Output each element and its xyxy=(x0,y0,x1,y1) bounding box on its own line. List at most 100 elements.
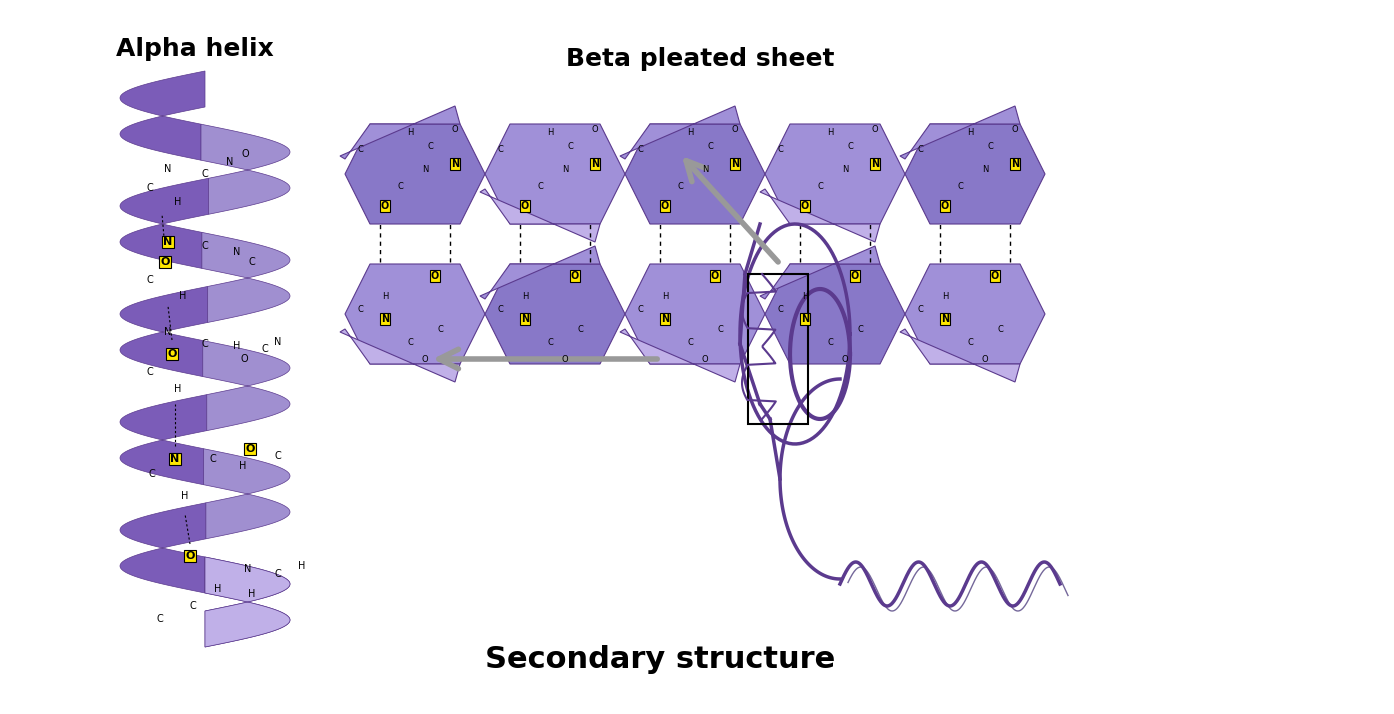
Polygon shape xyxy=(905,124,1046,224)
Text: O: O xyxy=(850,271,859,281)
Text: H: H xyxy=(181,491,188,501)
Text: C: C xyxy=(857,324,863,333)
Text: C: C xyxy=(407,338,413,346)
Text: C: C xyxy=(149,469,155,479)
Text: C: C xyxy=(202,339,208,349)
Polygon shape xyxy=(120,395,206,485)
Text: H: H xyxy=(802,291,809,301)
Text: N: N xyxy=(164,327,171,337)
Text: O: O xyxy=(1012,124,1018,134)
Text: C: C xyxy=(156,614,163,624)
Text: C: C xyxy=(776,304,783,313)
Text: H: H xyxy=(174,197,181,207)
Text: C: C xyxy=(275,451,282,461)
Text: C: C xyxy=(275,569,282,579)
Polygon shape xyxy=(905,264,1046,364)
Text: O: O xyxy=(732,124,739,134)
Text: N: N xyxy=(941,314,949,324)
Text: N: N xyxy=(521,314,530,324)
Text: N: N xyxy=(871,159,880,169)
Polygon shape xyxy=(760,246,880,299)
Polygon shape xyxy=(205,557,290,647)
Polygon shape xyxy=(340,329,460,382)
Text: O: O xyxy=(167,349,177,359)
Text: N: N xyxy=(701,164,708,174)
Text: C: C xyxy=(637,144,643,154)
Text: N: N xyxy=(233,247,241,257)
Text: N: N xyxy=(591,159,599,169)
Text: C: C xyxy=(357,144,362,154)
Polygon shape xyxy=(485,264,625,364)
Text: H: H xyxy=(298,561,305,571)
Text: O: O xyxy=(381,201,389,211)
Text: N: N xyxy=(802,314,809,324)
Text: C: C xyxy=(827,338,834,346)
Polygon shape xyxy=(205,557,290,647)
Polygon shape xyxy=(120,503,206,593)
Text: H: H xyxy=(382,291,388,301)
FancyArrowPatch shape xyxy=(686,161,778,262)
Polygon shape xyxy=(340,106,460,159)
Text: N: N xyxy=(381,314,389,324)
Polygon shape xyxy=(201,124,290,214)
Text: O: O xyxy=(591,124,598,134)
Text: C: C xyxy=(262,344,269,354)
Polygon shape xyxy=(344,124,485,224)
Text: C: C xyxy=(776,144,783,154)
Text: N: N xyxy=(562,164,569,174)
Text: O: O xyxy=(245,444,255,454)
Text: N: N xyxy=(163,237,173,247)
Text: N: N xyxy=(661,314,669,324)
Text: C: C xyxy=(146,183,153,193)
Text: H: H xyxy=(215,584,222,594)
Text: H: H xyxy=(967,128,973,136)
Text: O: O xyxy=(842,354,849,363)
Text: N: N xyxy=(730,159,739,169)
Polygon shape xyxy=(204,448,290,539)
Text: O: O xyxy=(240,354,248,364)
Text: O: O xyxy=(562,354,569,363)
Text: C: C xyxy=(397,181,403,191)
Polygon shape xyxy=(765,124,905,224)
Polygon shape xyxy=(344,264,485,364)
Text: N: N xyxy=(842,164,848,174)
Polygon shape xyxy=(485,124,625,224)
Text: N: N xyxy=(275,337,282,347)
Text: N: N xyxy=(981,164,988,174)
Polygon shape xyxy=(901,329,1020,382)
Text: C: C xyxy=(427,141,434,151)
Text: H: H xyxy=(827,128,834,136)
Text: C: C xyxy=(567,141,573,151)
Text: O: O xyxy=(701,354,708,363)
Text: H: H xyxy=(174,384,181,394)
Text: N: N xyxy=(164,164,171,174)
Text: C: C xyxy=(146,367,153,377)
Text: C: C xyxy=(707,141,712,151)
Text: H: H xyxy=(546,128,553,136)
Text: O: O xyxy=(991,271,999,281)
Text: O: O xyxy=(711,271,719,281)
Text: O: O xyxy=(941,201,949,211)
Text: C: C xyxy=(917,144,923,154)
Text: C: C xyxy=(357,304,362,313)
Polygon shape xyxy=(202,341,290,431)
Text: N: N xyxy=(170,454,180,464)
Text: O: O xyxy=(572,271,579,281)
Text: C: C xyxy=(537,181,542,191)
Text: N: N xyxy=(1011,159,1019,169)
Text: O: O xyxy=(802,201,809,211)
Text: N: N xyxy=(422,164,428,174)
Text: H: H xyxy=(240,461,247,471)
Text: C: C xyxy=(848,141,853,151)
Text: O: O xyxy=(431,271,439,281)
Text: N: N xyxy=(226,157,234,167)
Text: C: C xyxy=(498,144,503,154)
Text: O: O xyxy=(521,201,530,211)
Text: O: O xyxy=(452,124,459,134)
Text: C: C xyxy=(209,454,216,464)
Polygon shape xyxy=(480,246,599,299)
Text: C: C xyxy=(958,181,963,191)
Polygon shape xyxy=(202,232,290,323)
FancyArrowPatch shape xyxy=(439,349,657,368)
Text: O: O xyxy=(871,124,878,134)
